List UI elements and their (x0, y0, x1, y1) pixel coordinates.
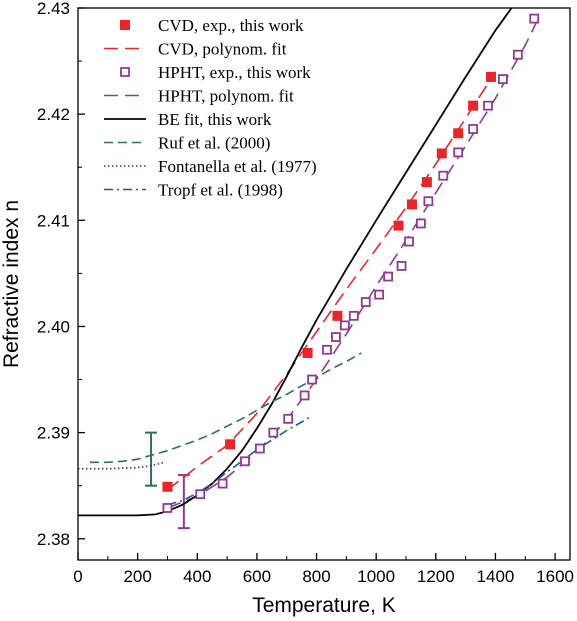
hpht-data-point (268, 427, 279, 438)
hpht-data-point (404, 236, 414, 247)
x-tick-label: 1200 (417, 567, 455, 586)
hpht-data-point (283, 413, 294, 424)
hpht-data-point (348, 310, 359, 321)
y-tick-label: 2.40 (37, 317, 70, 336)
series-line-3 (167, 20, 538, 509)
hpht-data-point (217, 478, 228, 489)
error-bars (145, 431, 190, 530)
cvd-data-point (302, 348, 313, 358)
cvd-data-point (421, 177, 432, 188)
hpht-data-point (162, 503, 173, 513)
series-line-4 (78, 8, 513, 517)
cvd-data-point (453, 128, 464, 139)
x-tick-label: 200 (123, 567, 151, 586)
hpht-data-point (299, 390, 310, 401)
legend-swatch (120, 20, 130, 30)
hpht-data-point (307, 374, 317, 385)
y-tick-label: 2.41 (37, 211, 70, 230)
y-tick-label: 2.42 (37, 105, 70, 124)
y-axis: 2.38 2.39 2.40 2.41 2.42 2.43 (37, 0, 85, 549)
hpht-data-point (468, 124, 478, 134)
x-tick-label: 600 (243, 567, 271, 586)
x-tick-label: 1600 (536, 567, 574, 586)
hpht-data-point (383, 271, 394, 282)
series-line-1 (167, 71, 497, 491)
x-tick-label: 1400 (477, 567, 515, 586)
x-tick-label: 0 (73, 567, 82, 586)
hpht-data-point (339, 320, 350, 331)
legend-label: Ruf et al. (2000) (158, 134, 270, 153)
y-tick-label: 2.39 (37, 424, 70, 443)
legend-label: CVD, polynom. fit (158, 40, 287, 59)
legend-label: CVD, exp., this work (158, 16, 304, 35)
plot-frame (77, 7, 571, 561)
legend: CVD, exp., this work CVD, polynom. fit HPH… (104, 16, 317, 200)
hpht-data-point (529, 13, 540, 24)
y-axis-title: Refractive index n (0, 200, 23, 368)
hpht-data-point (374, 289, 385, 300)
x-axis: 0 200 400 600 800 1000 1200 1400 1600 (73, 553, 574, 586)
legend-label: BE fit, this work (158, 110, 272, 129)
legend-label: Fontanella et al. (1977) (158, 157, 317, 176)
hpht-data-point (322, 344, 332, 355)
legend-label: HPHT, polynom. fit (158, 87, 294, 106)
x-tick-label: 400 (183, 567, 211, 586)
hpht-data-point (331, 332, 341, 342)
x-tick-label: 1000 (357, 567, 395, 586)
hpht-data-point (195, 489, 206, 500)
cvd-data-point (162, 481, 173, 492)
cvd-data-point (225, 439, 236, 450)
cvd-data-point (436, 148, 447, 159)
hpht-data-point (453, 147, 464, 158)
hpht-data-point (483, 100, 493, 111)
x-axis-title: Temperature, K (252, 594, 396, 617)
series-line-7 (167, 416, 312, 506)
hpht-data-point (240, 456, 250, 467)
cvd-data-point (332, 310, 343, 321)
hpht-data-point (423, 196, 434, 207)
legend-label: Tropf et al. (1998) (158, 181, 283, 200)
hpht-data-point (416, 218, 426, 229)
y-tick-label: 2.38 (37, 530, 70, 549)
hpht-data-point (396, 261, 407, 271)
series-markers (162, 13, 540, 513)
hpht-data-point (360, 297, 371, 307)
y-tick-label: 2.43 (37, 0, 70, 18)
cvd-data-point (406, 199, 417, 210)
legend-swatch (120, 67, 130, 77)
hpht-data-point (498, 74, 508, 85)
x-tick-label: 800 (302, 567, 330, 586)
hpht-data-point (254, 443, 265, 454)
legend-label: HPHT, exp., this work (158, 63, 311, 82)
cvd-data-point (393, 220, 404, 231)
cvd-data-point (485, 72, 496, 82)
cvd-data-point (468, 100, 479, 111)
hpht-data-point (438, 170, 449, 181)
hpht-data-point (512, 49, 523, 60)
